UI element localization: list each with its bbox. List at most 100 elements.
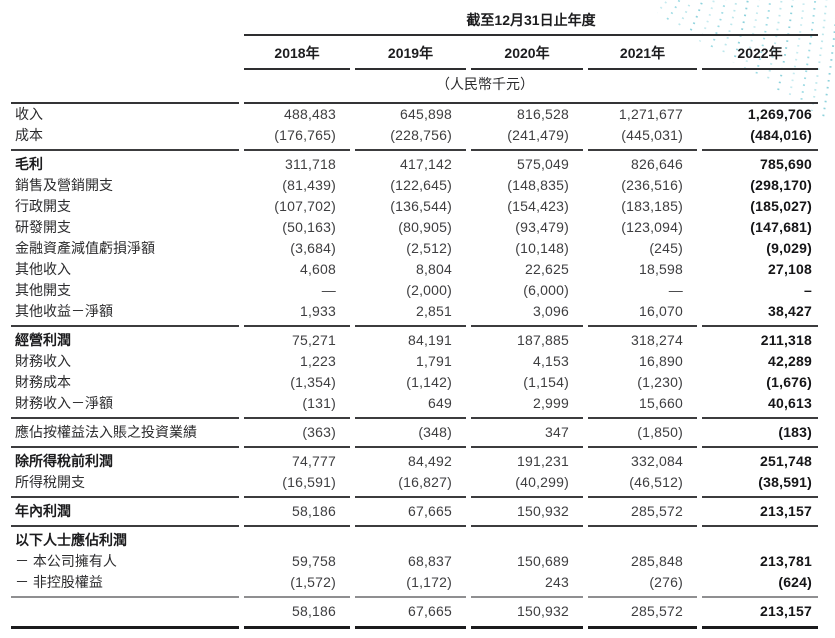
cell-value: (445,031) [588,125,697,151]
cell-value: (16,591) [244,472,350,498]
row-label: 毛利 [15,156,43,172]
table-row: 收入 488,483 645,898 816,528 1,271,677 1,269,7… [11,104,818,125]
cell-value: (3,684) [290,240,336,256]
cell-value: 2,999 [471,393,583,419]
table-row: 所得稅開支 (16,591) (16,827) (40,299) (46,512) (3… [11,472,819,498]
cell-value: (122,645) [390,177,452,193]
table-row: － 非控股權益 (1,572) (1,172) 243 (276) (624) [11,572,819,598]
cell-value: (1,572) [244,572,350,598]
cell-value: 4,608 [299,261,336,277]
year-header: 2022年 [702,36,819,70]
cell-value: 150,932 [471,498,583,527]
row-label: 以下人士應佔利潤 [15,532,127,548]
table-row: 財務成本 (1,354) (1,142) (1,154) (1,230) (1,676) [11,372,818,393]
cell-value: (183) [702,419,819,448]
table-row: 其他收入 4,608 8,804 22,625 18,598 27,108 [11,259,818,280]
unit-note: （人民幣千元） [244,70,819,104]
spacer-cell [11,70,239,104]
year-header: 2019年 [355,36,466,70]
cell-value: (228,756) [355,125,466,151]
cell-value: (241,479) [471,125,583,151]
cell-value: 311,718 [285,156,336,172]
cell-value: 67,665 [355,598,466,629]
table-row: 經營利潤 75,271 84,191 187,885 318,274 211,318 [11,327,818,351]
table-row: 銷售及營銷開支 (81,439) (122,645) (148,835) (236,5… [11,175,818,196]
row-label: 除所得稅前利潤 [15,453,113,469]
cell-value: 74,777 [291,453,336,469]
row-label: 其他收益－淨額 [11,301,239,327]
cell-value: 575,049 [516,156,569,172]
cell-value: 187,885 [516,332,569,348]
row-label: 財務收入－淨額 [11,393,239,419]
cell-value: 40,613 [702,393,819,419]
cell-value: 16,890 [638,353,683,369]
cell-value: — [321,282,336,298]
row-label: 應佔按權益法入賬之投資業績 [11,419,239,448]
cell-value: (46,512) [588,472,697,498]
cell-value: 649 [355,393,466,419]
cell-value: (81,439) [282,177,336,193]
cell-value: 488,483 [283,106,336,122]
cell-value: 1,223 [299,353,336,369]
table-row: 58,186 67,665 150,932 285,572 213,157 [11,598,819,629]
cell-value: (484,016) [702,125,819,151]
cell-value: 191,231 [516,453,569,469]
table-row: 金融資產減值虧損淨額 (3,684) (2,512) (10,148) (245) (9… [11,238,818,259]
cell-value [702,527,818,551]
cell-value: 816,528 [516,106,569,122]
cell-value: 285,572 [588,498,697,527]
cell-value [244,527,350,551]
table-title-row: 截至12月31日止年度 [11,8,819,36]
table-row: 財務收入－淨額 (131) 649 2,999 15,660 40,613 [11,393,819,419]
cell-value: 4,153 [532,353,569,369]
cell-value: (93,479) [515,219,569,235]
row-label: 所得稅開支 [11,472,239,498]
cell-value: 67,665 [355,498,466,527]
cell-value: (131) [244,393,350,419]
cell-value: 84,492 [407,453,452,469]
table-row: 年內利潤 58,186 67,665 150,932 285,572 213,157 [11,498,819,527]
cell-value: (1,230) [637,374,683,390]
cell-value: 785,690 [760,156,813,172]
cell-value: 213,157 [702,598,819,629]
cell-value: (1,676) [766,374,813,390]
table-row: 其他收益－淨額 1,933 2,851 3,096 16,070 38,427 [11,301,819,327]
cell-value: (245) [649,240,683,256]
cell-value: (1,142) [406,374,452,390]
table-title: 截至12月31日止年度 [244,8,819,36]
cell-value: 1,791 [415,353,452,369]
table-row: 成本 (176,765) (228,756) (241,479) (445,031)(… [11,125,819,151]
row-label: 年內利潤 [11,498,239,527]
cell-value: (50,163) [282,219,336,235]
table-row: － 本公司擁有人 59,758 68,837 150,689 285,848 213,7… [11,551,818,572]
cell-value: (148,835) [507,177,569,193]
cell-value: 1,269,706 [747,106,813,122]
year-header: 2018年 [244,36,350,70]
cell-value: 3,096 [471,301,583,327]
cell-value: 27,108 [767,261,813,277]
cell-value: (154,423) [507,198,569,214]
row-label: － 本公司擁有人 [15,553,117,569]
cell-value: (1,154) [523,374,569,390]
cell-value: 285,848 [630,553,683,569]
cell-value: (1,354) [290,374,336,390]
cell-value: 826,646 [630,156,683,172]
cell-value: (10,148) [515,240,569,256]
cell-value: (183,185) [621,198,683,214]
cell-value: – [804,282,813,298]
cell-value: (40,299) [471,472,583,498]
year-header: 2020年 [471,36,583,70]
cell-value: 213,157 [702,498,819,527]
cell-value: (276) [588,572,697,598]
cell-value: 18,598 [638,261,683,277]
cell-value: 68,837 [407,553,452,569]
cell-value: 213,781 [760,553,813,569]
cell-value: 1,271,677 [618,106,683,122]
row-label: 財務收入 [15,353,71,369]
cell-value [588,527,697,551]
row-label [11,598,239,629]
cell-value: (348) [355,419,466,448]
cell-value [355,527,466,551]
row-label: 銷售及營銷開支 [15,177,113,193]
